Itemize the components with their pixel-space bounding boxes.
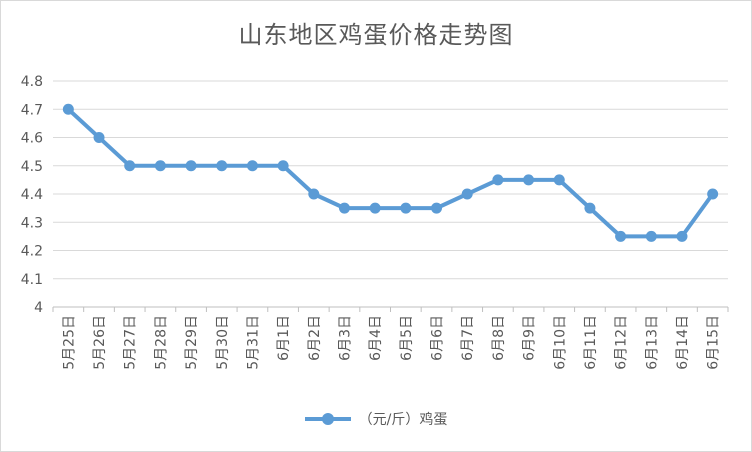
data-point — [461, 188, 473, 200]
x-tick-label: 6月4日 — [368, 315, 384, 361]
x-tick-label: 6月10日 — [552, 315, 568, 370]
series-line — [66, 107, 715, 239]
data-point — [277, 160, 289, 172]
data-point — [338, 202, 350, 214]
data-point — [308, 188, 320, 200]
x-tick-label: 6月14日 — [675, 315, 691, 370]
y-tick-label: 4.6 — [21, 131, 43, 147]
data-point — [154, 160, 166, 172]
x-tick-label: 6月15日 — [706, 315, 722, 370]
legend-label: （元/斤）鸡蛋 — [358, 412, 448, 428]
x-tick-label: 6月7日 — [460, 315, 476, 361]
data-point — [707, 188, 719, 200]
y-tick-label: 4.5 — [21, 159, 43, 175]
data-point — [93, 132, 105, 143]
x-tick-label: 6月2日 — [307, 315, 323, 361]
x-tick-label: 5月29日 — [184, 315, 200, 370]
y-tick-label: 4.2 — [21, 244, 43, 260]
data-point — [431, 202, 443, 214]
data-point — [492, 174, 504, 186]
grid-lines — [53, 80, 728, 308]
data-point — [553, 174, 565, 186]
data-point — [676, 230, 688, 242]
x-tick-label: 6月6日 — [430, 315, 446, 361]
x-tick-label: 5月28日 — [153, 315, 169, 370]
x-tick-label: 6月12日 — [614, 315, 630, 370]
x-tick-label: 6月1日 — [276, 315, 292, 361]
legend-swatch — [304, 412, 351, 426]
data-point — [400, 202, 412, 214]
x-tick-label: 6月3日 — [337, 315, 353, 361]
data-point — [246, 160, 258, 172]
x-tick-label: 5月30日 — [215, 315, 231, 370]
y-tick-label: 4.4 — [21, 187, 43, 203]
x-tick-label: 6月5日 — [399, 315, 415, 361]
data-point — [584, 202, 596, 214]
data-point — [124, 160, 136, 172]
x-tick-label: 6月8日 — [491, 315, 507, 361]
x-tick-label: 5月27日 — [123, 315, 139, 370]
y-tick-label: 4.8 — [21, 74, 43, 90]
x-tick-label: 6月9日 — [522, 315, 538, 361]
x-tick-label: 5月25日 — [61, 315, 77, 370]
data-point — [645, 230, 657, 242]
data-point — [62, 103, 74, 115]
data-point — [615, 230, 627, 242]
x-tick-label: 5月31日 — [245, 315, 261, 370]
data-point — [185, 160, 197, 172]
x-axis-ticks: 5月25日 5月26日 5月27日 5月28日 5月29日 5月30日 5月31日 6月1日 6… — [52, 307, 729, 370]
y-axis-ticks: 4 4.1 4.2 4.3 4.4 4.5 4.6 4.7 4.8 — [21, 74, 43, 316]
x-tick-label: 6月11日 — [583, 315, 599, 370]
legend: （元/斤）鸡蛋 — [1, 409, 751, 429]
data-point — [523, 174, 535, 186]
data-point — [369, 202, 381, 214]
series-layer — [62, 103, 719, 242]
y-tick-label: 4.1 — [21, 272, 43, 288]
x-tick-label: 6月13日 — [644, 315, 660, 370]
data-point — [216, 160, 228, 172]
y-tick-label: 4.7 — [21, 102, 43, 118]
chart-title: 山东地区鸡蛋价格走势图 — [238, 21, 514, 49]
y-tick-label: 4 — [34, 300, 43, 316]
y-tick-label: 4.3 — [21, 215, 43, 231]
x-tick-label: 5月26日 — [92, 315, 108, 370]
